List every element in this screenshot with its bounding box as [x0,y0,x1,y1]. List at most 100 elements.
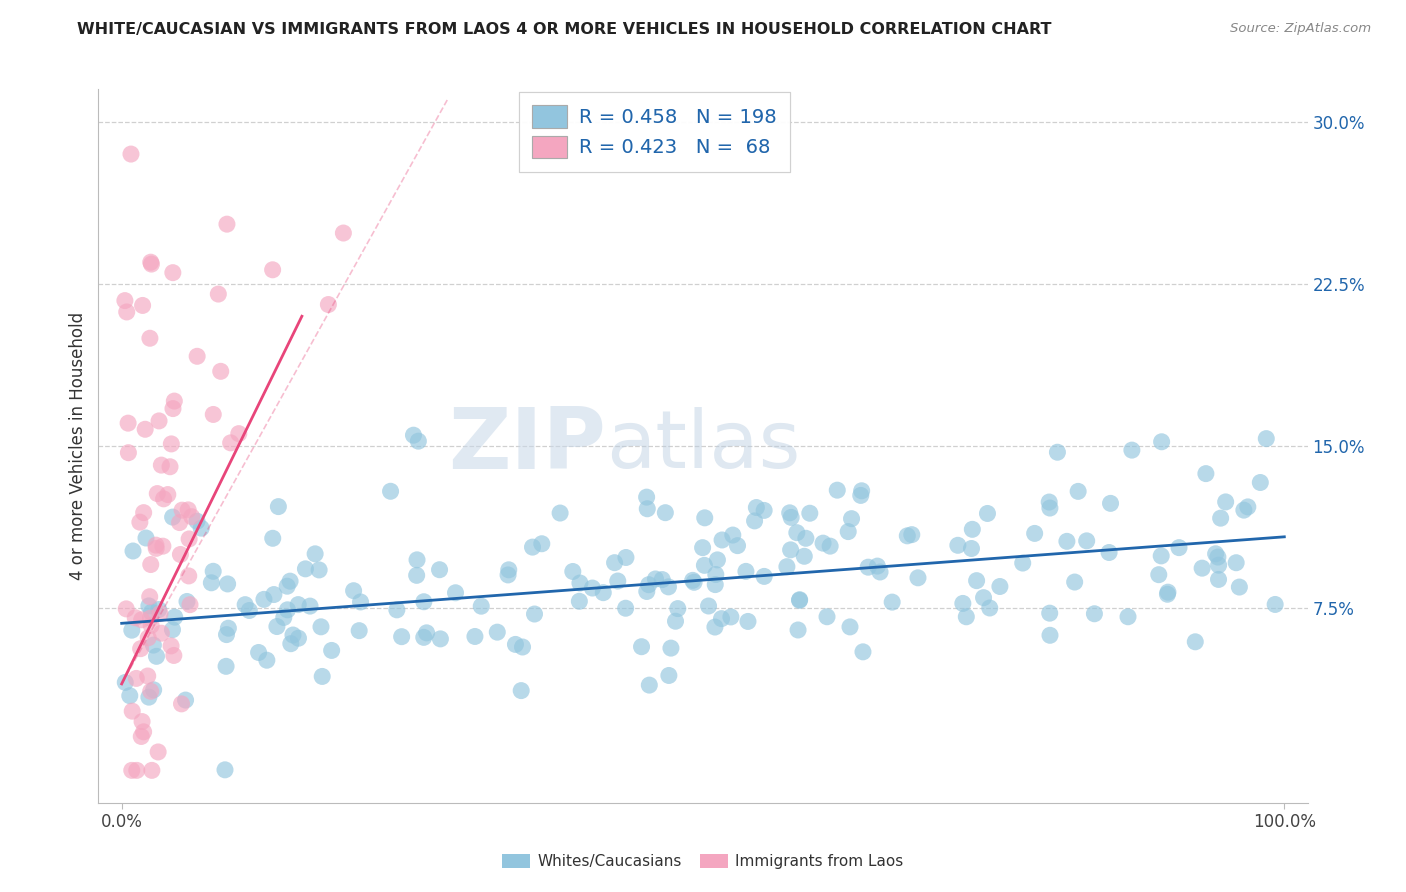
Point [308,563,330,577]
Point [548,506,571,520]
Point [706,553,728,567]
Point [1121,443,1143,458]
Point [693,511,716,525]
Point [630,640,652,654]
Point [162,401,184,416]
Point [561,565,583,579]
Point [217,577,239,591]
Point [1038,495,1060,509]
Point [256,653,278,667]
Point [780,510,803,524]
Point [793,549,815,564]
Point [682,574,704,588]
Point [486,625,509,640]
Point [841,511,863,525]
Point [131,298,153,312]
Point [1011,556,1033,570]
Point [122,544,145,558]
Point [1046,445,1069,459]
Point [779,506,801,520]
Point [380,484,402,499]
Point [1098,545,1121,559]
Point [115,602,138,616]
Point [444,586,467,600]
Point [262,262,284,277]
Point [523,607,546,621]
Point [177,503,200,517]
Point [530,537,553,551]
Point [141,764,163,778]
Point [342,583,364,598]
Point [789,593,811,607]
Point [776,559,799,574]
Point [266,619,288,633]
Point [298,599,321,613]
Point [727,539,749,553]
Point [117,416,139,430]
Point [131,613,153,627]
Point [209,364,232,378]
Point [720,610,742,624]
Point [145,649,167,664]
Point [146,486,169,500]
Legend: R = 0.458   N = 198, R = 0.423   N =  68: R = 0.458 N = 198, R = 0.423 N = 68 [519,92,790,171]
Point [347,624,370,638]
Point [141,257,163,271]
Point [1236,500,1258,514]
Point [180,509,202,524]
Point [592,585,614,599]
Point [664,614,686,628]
Point [498,563,520,577]
Point [1206,550,1229,565]
Point [238,603,260,617]
Text: atlas: atlas [606,407,800,485]
Point [117,445,139,459]
Point [856,560,879,574]
Point [148,414,170,428]
Point [1024,526,1046,541]
Point [150,458,173,472]
Text: ZIP: ZIP [449,404,606,488]
Text: WHITE/CAUCASIAN VS IMMIGRANTS FROM LAOS 4 OR MORE VEHICLES IN HOUSEHOLD CORRELAT: WHITE/CAUCASIAN VS IMMIGRANTS FROM LAOS … [77,22,1052,37]
Point [786,525,808,540]
Point [176,594,198,608]
Y-axis label: 4 or more Vehicles in Household: 4 or more Vehicles in Household [69,312,87,580]
Point [162,266,184,280]
Point [391,630,413,644]
Point [148,602,170,616]
Point [142,638,165,652]
Point [1083,607,1105,621]
Point [866,559,889,574]
Point [470,599,492,614]
Point [405,568,427,582]
Point [139,558,162,572]
Point [406,553,429,567]
Point [160,437,183,451]
Point [276,579,298,593]
Point [1208,573,1230,587]
Point [907,571,929,585]
Point [139,331,162,345]
Point [174,693,197,707]
Point [159,459,181,474]
Point [614,550,637,565]
Point [247,645,270,659]
Point [882,595,904,609]
Point [318,297,340,311]
Point [737,615,759,629]
Point [973,591,995,605]
Point [651,573,673,587]
Point [253,592,276,607]
Point [129,730,152,744]
Point [581,581,603,595]
Point [152,491,174,506]
Point [614,601,637,615]
Point [1168,541,1191,555]
Point [162,623,184,637]
Point [170,697,193,711]
Point [825,483,848,498]
Point [146,745,169,759]
Point [745,500,768,515]
Point [429,563,451,577]
Point [1150,549,1173,563]
